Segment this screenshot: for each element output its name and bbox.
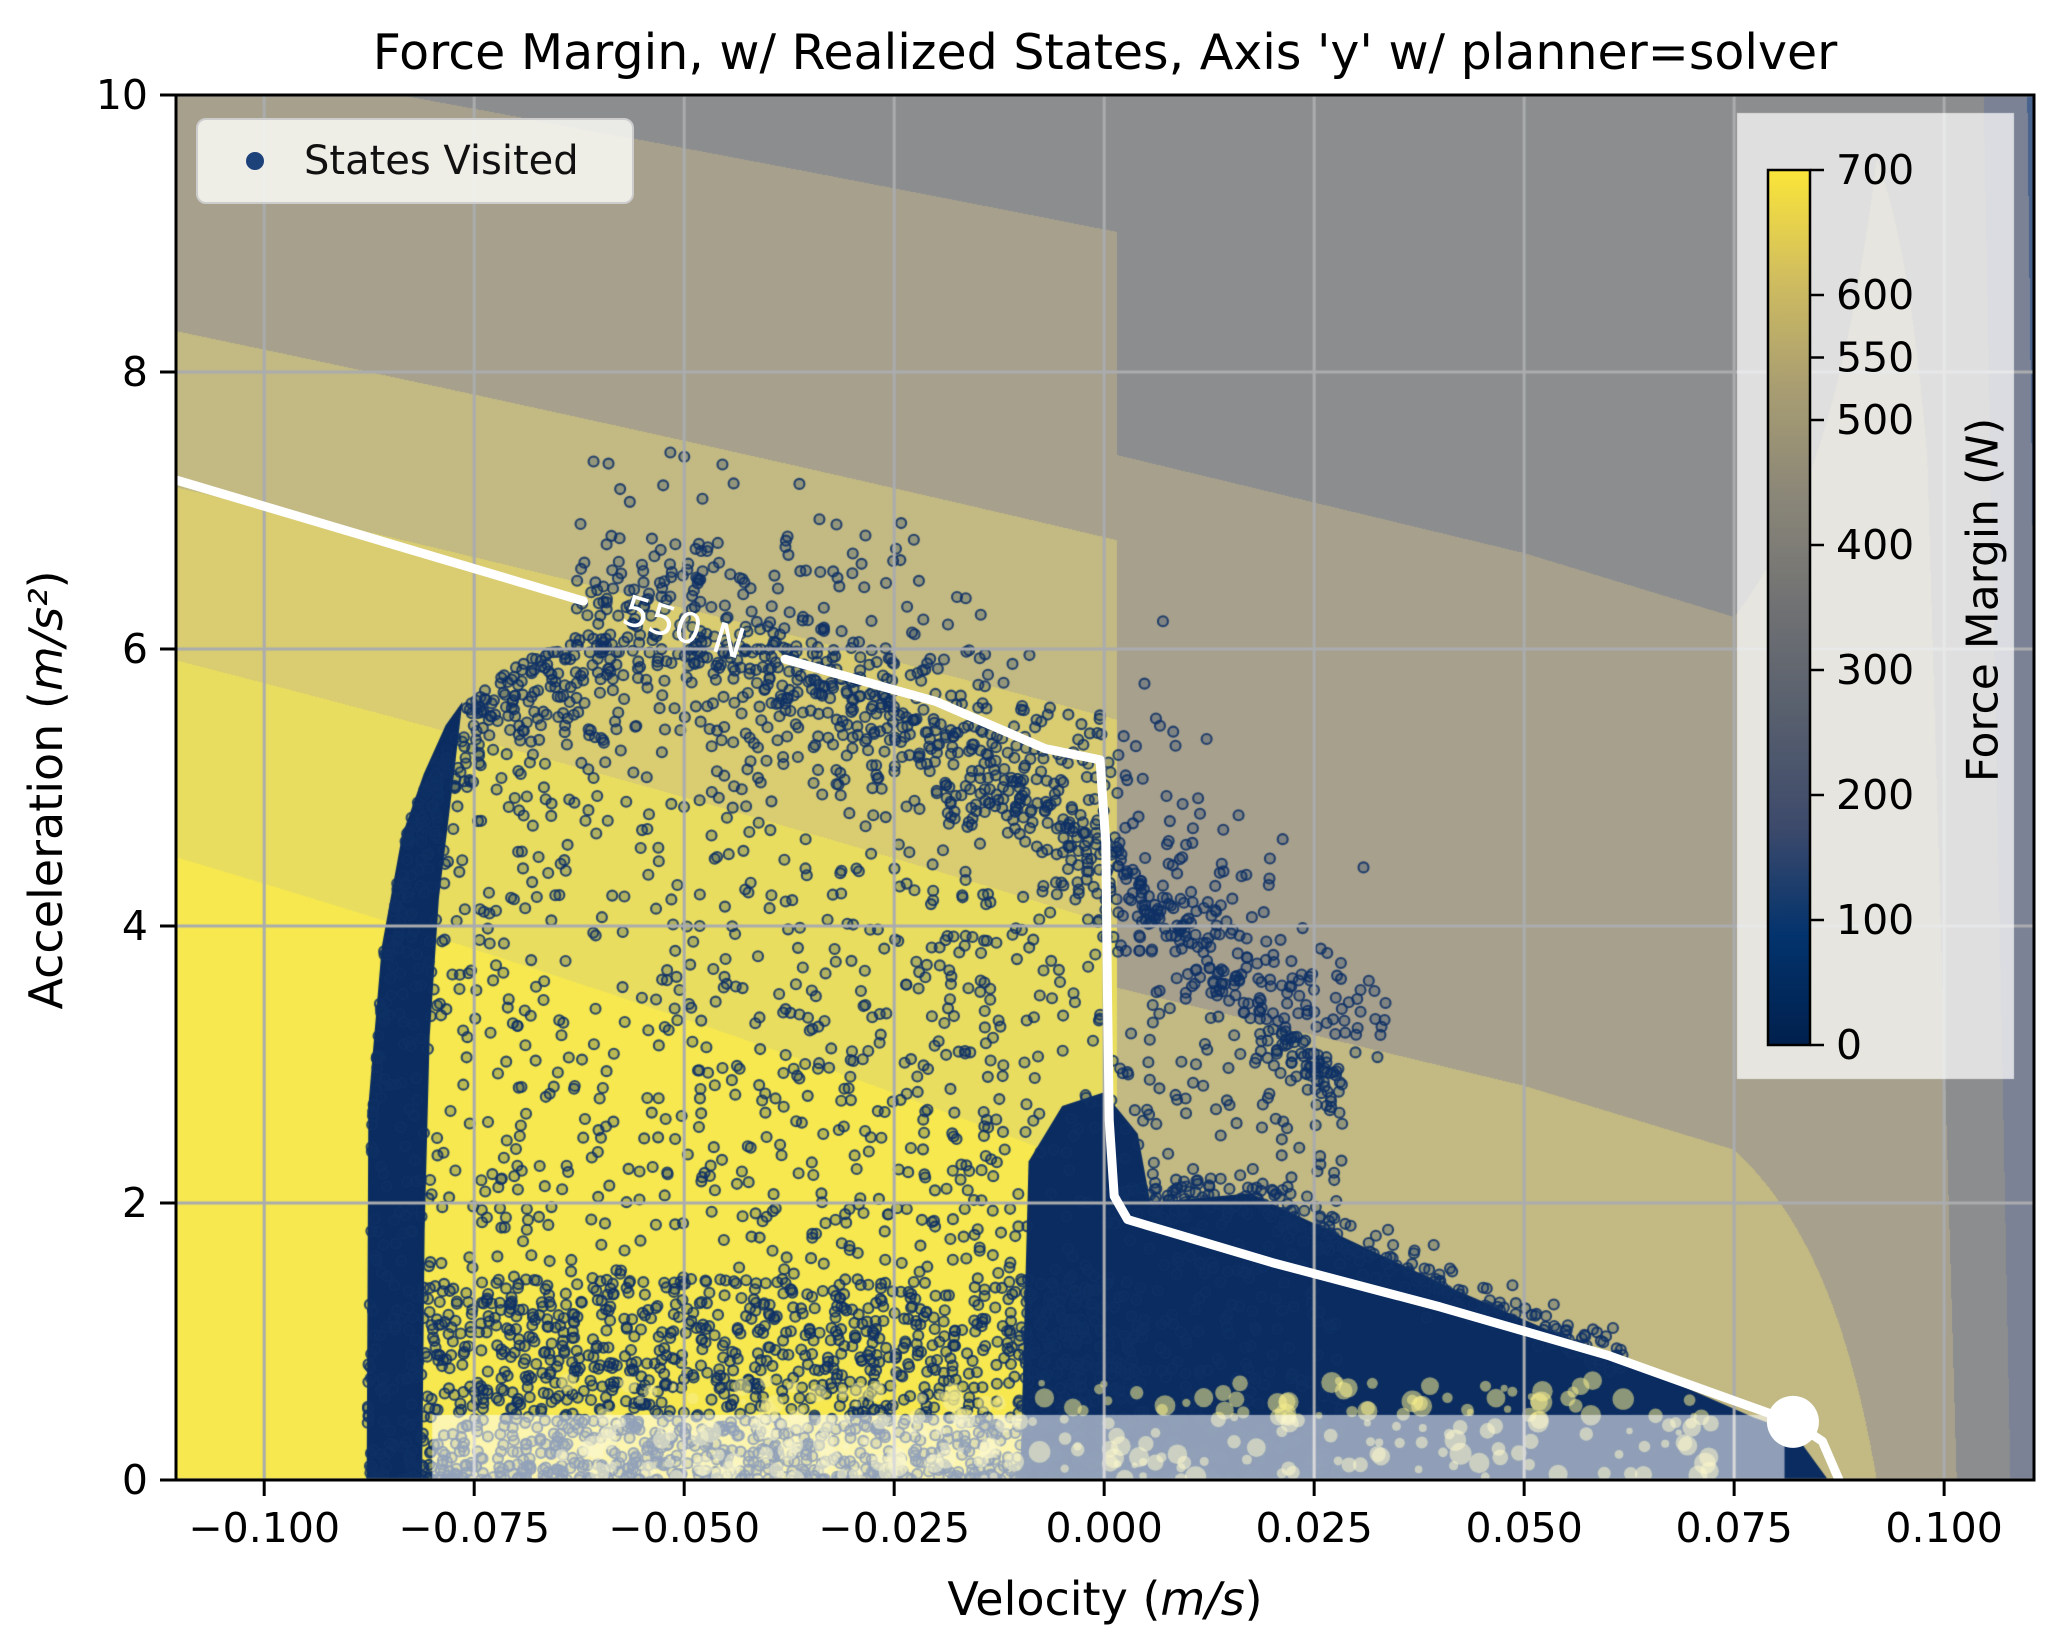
x-tick-label: −0.050 [608, 1504, 760, 1552]
y-tick-label: 6 [122, 625, 148, 673]
y-axis-label-text: Acceleration ( [19, 691, 73, 1010]
chart-title: Force Margin, w/ Realized States, Axis '… [372, 24, 1838, 81]
colorbar-label: Force Margin (N) [1957, 417, 2009, 783]
colorbar-tick-label: 100 [1836, 896, 1914, 944]
colorbar-tick-label: 200 [1836, 771, 1914, 819]
contour-line-right [780, 654, 1844, 1485]
x-tick-label: 0.000 [1045, 1504, 1162, 1552]
y-tick-label: 0 [122, 1456, 148, 1504]
colorbar-tick-label: 500 [1836, 396, 1914, 444]
contour-line-left [171, 475, 588, 606]
colorbar-tick-label: 400 [1836, 521, 1914, 569]
x-tick-label: −0.100 [188, 1504, 340, 1552]
legend-marker-icon [246, 152, 264, 170]
y-axis-label-units: m/s² [19, 588, 73, 692]
x-axis-label-units: m/s [1160, 1572, 1245, 1626]
y-axis-label: Acceleration (m/s²) [19, 570, 73, 1010]
colorbar-tick-label: 0 [1836, 1021, 1862, 1069]
y-tick-label: 10 [96, 71, 148, 119]
colorbar-tick-label: 300 [1836, 646, 1914, 694]
y-tick-label: 4 [122, 902, 148, 950]
x-tick-label: −0.075 [398, 1504, 550, 1552]
y-tick-label: 8 [122, 348, 148, 396]
legend: States Visited [196, 118, 634, 204]
x-axis-label: Velocity (m/s) [947, 1572, 1263, 1626]
y-tick-label: 2 [122, 1179, 148, 1227]
x-axis-label-text: Velocity ( [947, 1572, 1161, 1626]
x-tick-label: 0.025 [1255, 1504, 1372, 1552]
x-tick-label: 0.075 [1675, 1504, 1792, 1552]
x-tick-label: 0.100 [1885, 1504, 2002, 1552]
state-marker [1766, 1395, 1819, 1448]
colorbar-tick-label: 600 [1836, 271, 1914, 319]
legend-label: States Visited [304, 138, 579, 184]
colorbar-gradient [1768, 170, 1810, 1045]
colorbar-tick-label: 700 [1836, 146, 1914, 194]
x-tick-label: −0.025 [818, 1504, 970, 1552]
colorbar-frame [1766, 168, 1812, 1047]
x-tick-label: 0.050 [1465, 1504, 1582, 1552]
colorbar-tick-label: 550 [1836, 334, 1914, 382]
